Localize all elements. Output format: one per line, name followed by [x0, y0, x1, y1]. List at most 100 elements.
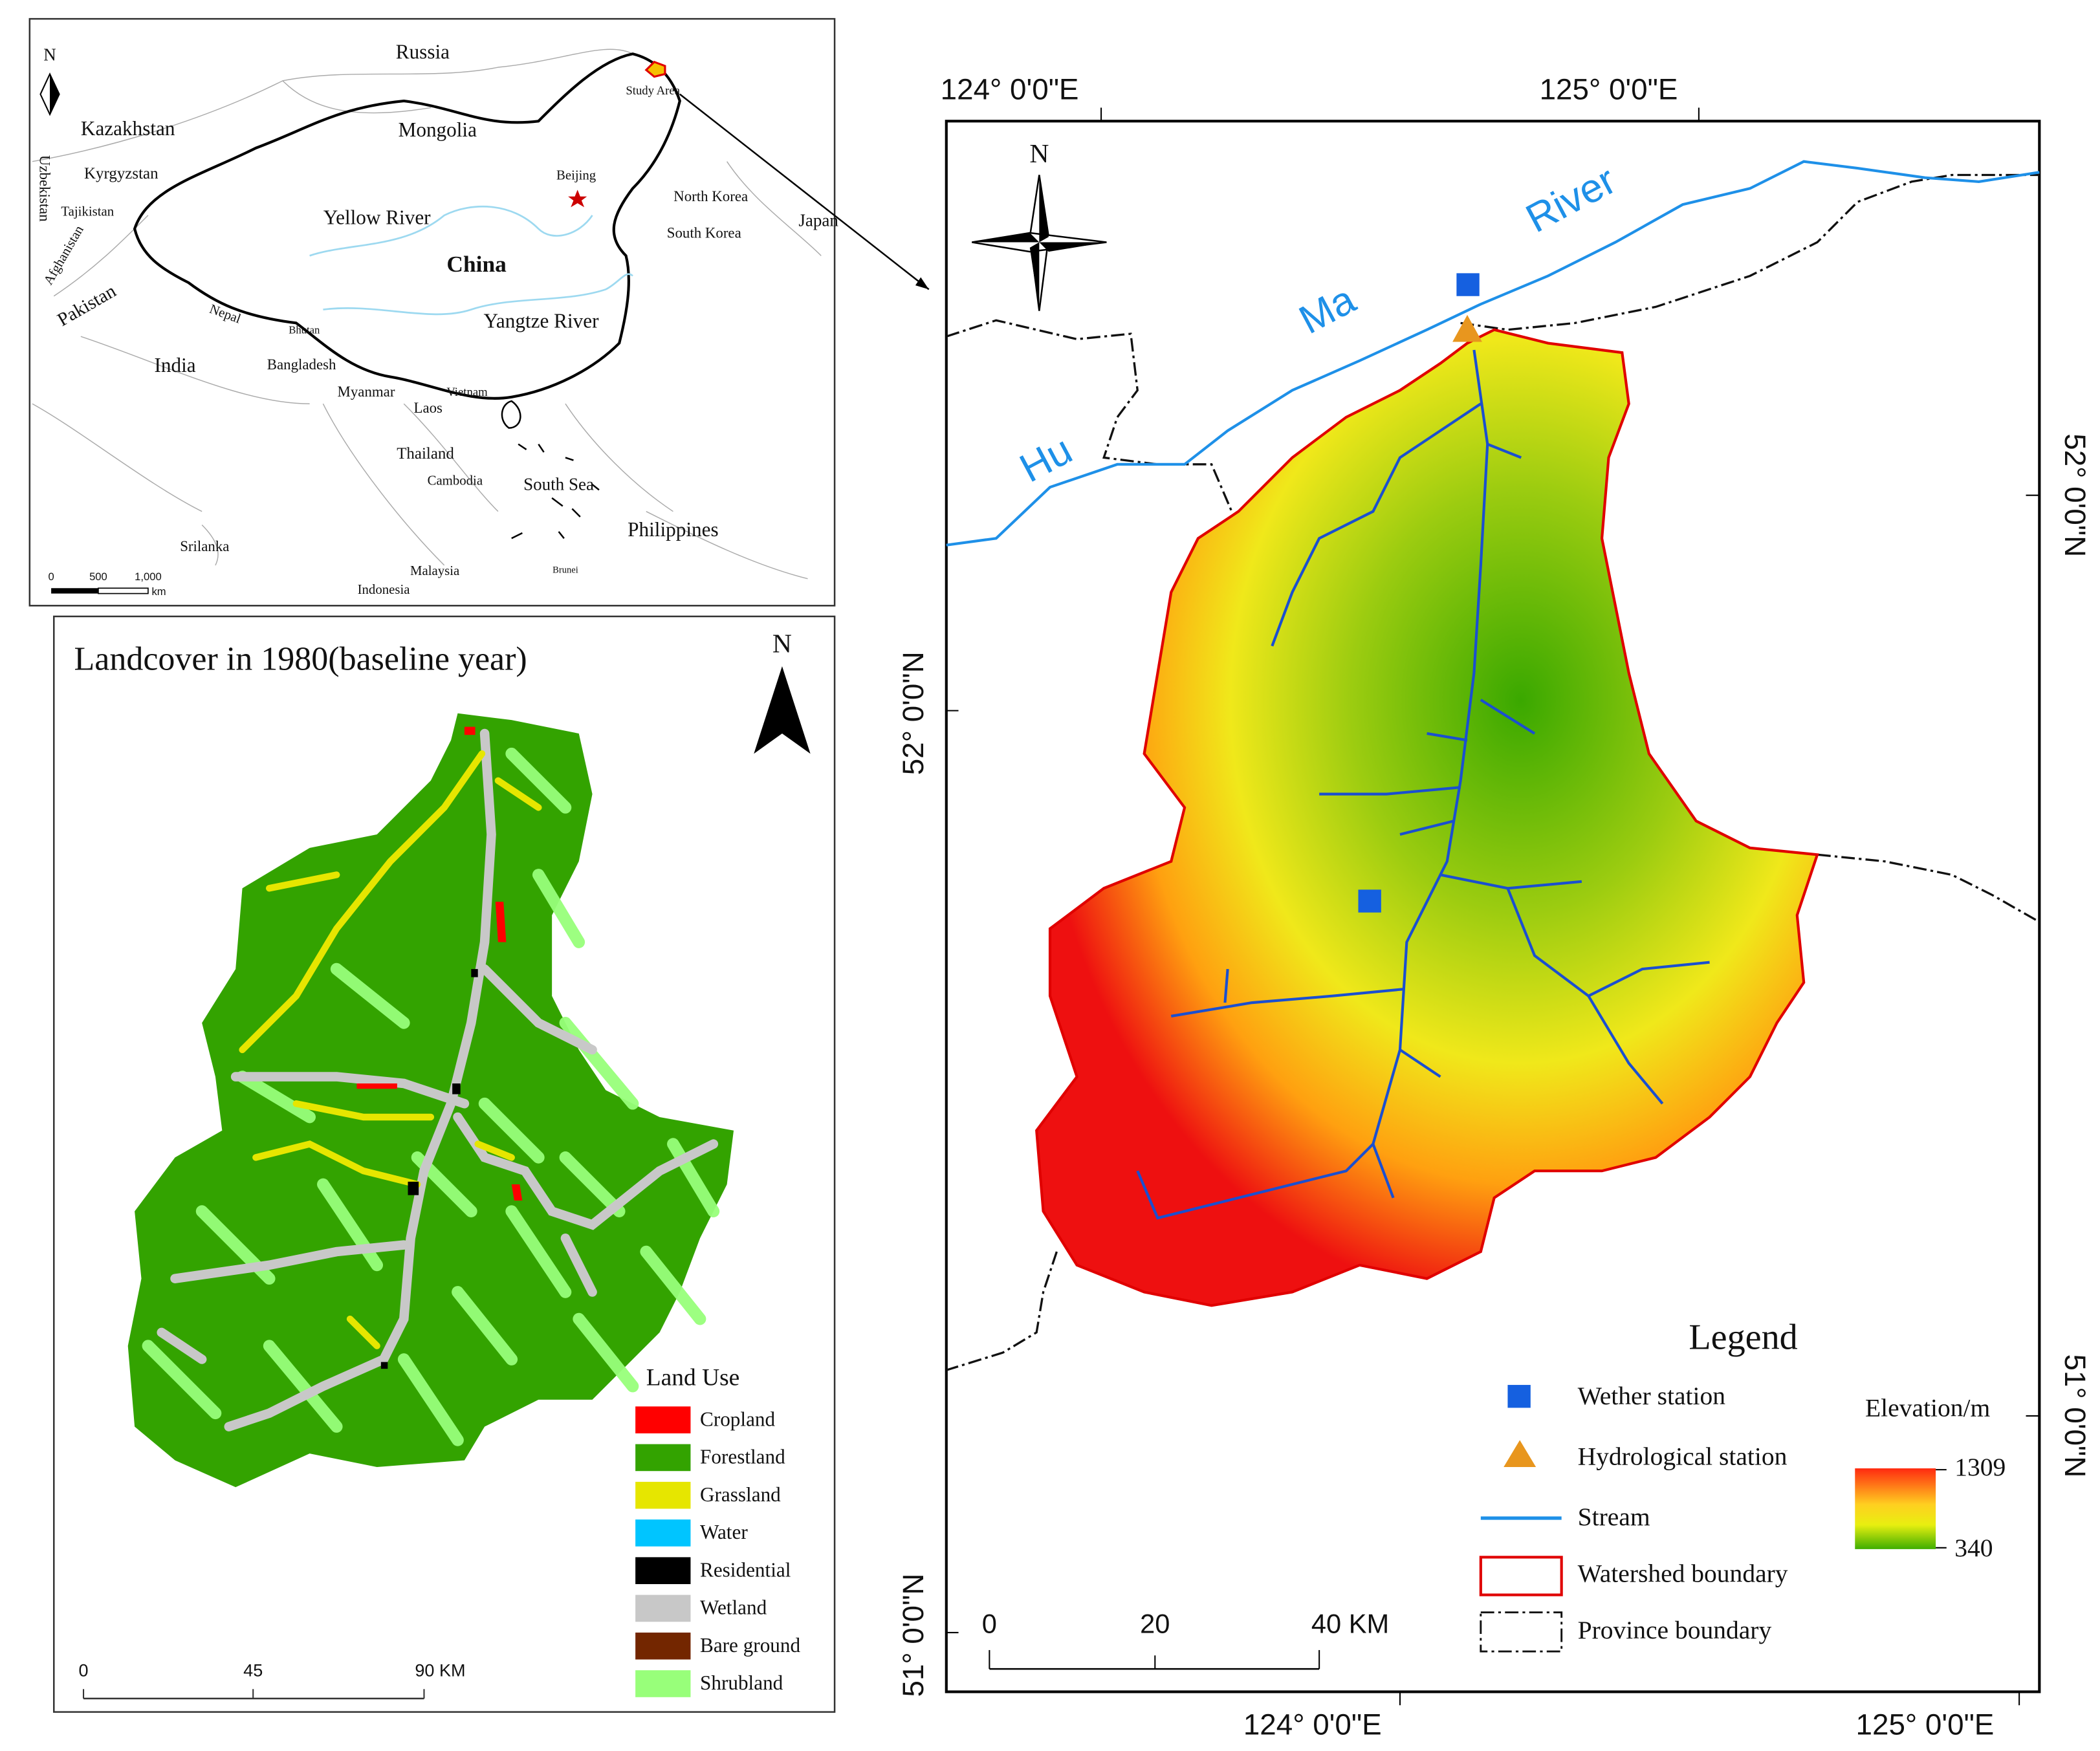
legend-label: Hydrological station [1578, 1442, 1788, 1471]
inset-label: Beijing [556, 168, 596, 182]
elevation-max: 1309 [1954, 1453, 2006, 1481]
inset-label: South Sea [523, 474, 594, 494]
legend-label: Stream [1578, 1503, 1650, 1531]
streams [1136, 349, 1710, 1220]
inset-label: Kyrgyzstan [84, 165, 159, 182]
study-area-mark [644, 60, 666, 78]
legend-label: Cropland [700, 1408, 776, 1430]
inset-label: Malaysia [410, 563, 459, 578]
legend-swatch [635, 1406, 691, 1433]
inset-label: Bhutan [289, 324, 320, 336]
forestland-area [127, 713, 734, 1488]
inset-label: Kazakhstan [81, 117, 175, 140]
map-feature [453, 1112, 719, 1230]
watershed [1035, 328, 1819, 1307]
legend-label: Water [700, 1521, 748, 1543]
inset-label: Japan [798, 211, 838, 230]
map-feature [1319, 699, 1536, 836]
landcover-north-arrow [754, 666, 811, 754]
inset-scale-bar [51, 587, 149, 594]
legend-label: Watershed boundary [1578, 1560, 1788, 1588]
arrow-head [915, 277, 929, 290]
inset-map: N Russia Kazakhstan Mongolia Uzbekistan Kyrg… [28, 17, 930, 607]
legend-swatch [635, 1444, 691, 1472]
scale-label: 20 [1140, 1608, 1170, 1638]
inset-label: Cambodia [428, 473, 483, 488]
lat-label: 51° 0'0"N [2059, 1354, 2092, 1477]
islands [501, 400, 600, 539]
scale-label: 0 [79, 1660, 89, 1680]
inset-label: Indonesia [358, 582, 410, 597]
elevation-min: 340 [1954, 1534, 1993, 1562]
pointer-arrow [679, 93, 930, 290]
lon-label: 124° 0'0"E [941, 73, 1079, 106]
inset-label: China [446, 251, 507, 277]
main-north: N [1029, 139, 1049, 169]
legend-label: Shrubland [700, 1671, 783, 1694]
map-feature [1372, 442, 1522, 1199]
main-map: N Hu Ma River 124° 0'0"E 125° 0'0"E 124°… [897, 73, 2092, 1741]
inset-scale-label: 0 [48, 571, 54, 583]
inset-label: Russia [396, 40, 450, 63]
elevation-ramp [1855, 1468, 1936, 1549]
legend-swatch [635, 1594, 691, 1622]
inset-label: Study Area [626, 84, 680, 98]
map-feature [1817, 853, 2040, 923]
inset-label: Thailand [397, 445, 454, 462]
legend-swatch [635, 1632, 691, 1660]
inset-north: N [43, 45, 56, 65]
inset-label: Tajikistan [61, 204, 114, 219]
legend-swatch [635, 1670, 691, 1697]
map-feature [170, 1240, 409, 1283]
inset-label: Yellow River [323, 206, 431, 228]
legend-symbol [1479, 1556, 1563, 1596]
map-feature [1170, 968, 1403, 1017]
beijing-star [568, 190, 587, 208]
map-feature [972, 175, 1107, 311]
yangtze-river [323, 273, 633, 316]
main-scale-bar [989, 1649, 1320, 1670]
inset-scale-label: 500 [89, 571, 107, 583]
legend-label: Wetland [700, 1596, 767, 1619]
inset-label: Mongolia [399, 118, 477, 141]
map-feature [224, 728, 496, 1431]
shrubland-patches [142, 747, 720, 1446]
scale-label: 45 [243, 1660, 263, 1680]
map-feature [479, 964, 597, 1055]
inset-label: Myanmar [338, 384, 395, 400]
weather-station [1456, 273, 1480, 296]
map-feature [157, 1233, 597, 1364]
map-feature [142, 747, 720, 1446]
legend-symbol [1504, 1440, 1537, 1467]
legend-label: Wether station [1578, 1382, 1726, 1410]
lon-label: 125° 0'0"E [1540, 73, 1678, 106]
map-feature [501, 400, 521, 429]
land-use-title: Land Use [646, 1364, 740, 1391]
inset-label: Yangtze River [484, 310, 600, 332]
map-feature [230, 1072, 470, 1109]
legend-label: Province boundary [1578, 1616, 1772, 1644]
map-feature [252, 777, 542, 1349]
inset-frame [28, 17, 836, 607]
legend-label: Grassland [700, 1483, 781, 1506]
inset-scale-label: km [151, 585, 166, 598]
scale-label: 90 KM [415, 1660, 465, 1680]
map-feature [239, 750, 486, 1054]
main-north-arrow [972, 175, 1107, 311]
landcover-title: Landcover in 1980(baseline year) [74, 641, 527, 678]
legend-symbol [1480, 1611, 1563, 1653]
map-feature [1460, 173, 2040, 331]
inset-label: Srilanka [180, 538, 229, 554]
china-boundary [133, 52, 681, 400]
lat-label: 52° 0'0"N [2059, 433, 2092, 557]
inset-north-arrow-fill [50, 74, 60, 114]
map-feature [1439, 873, 1710, 1105]
inset-label: North Korea [673, 188, 748, 204]
lon-label: 124° 0'0"E [1243, 1708, 1382, 1741]
scale-seg [51, 588, 98, 594]
lon-label: 125° 0'0"E [1856, 1708, 1995, 1741]
map-feature [946, 1251, 1058, 1371]
inset-label: Laos [413, 400, 443, 416]
